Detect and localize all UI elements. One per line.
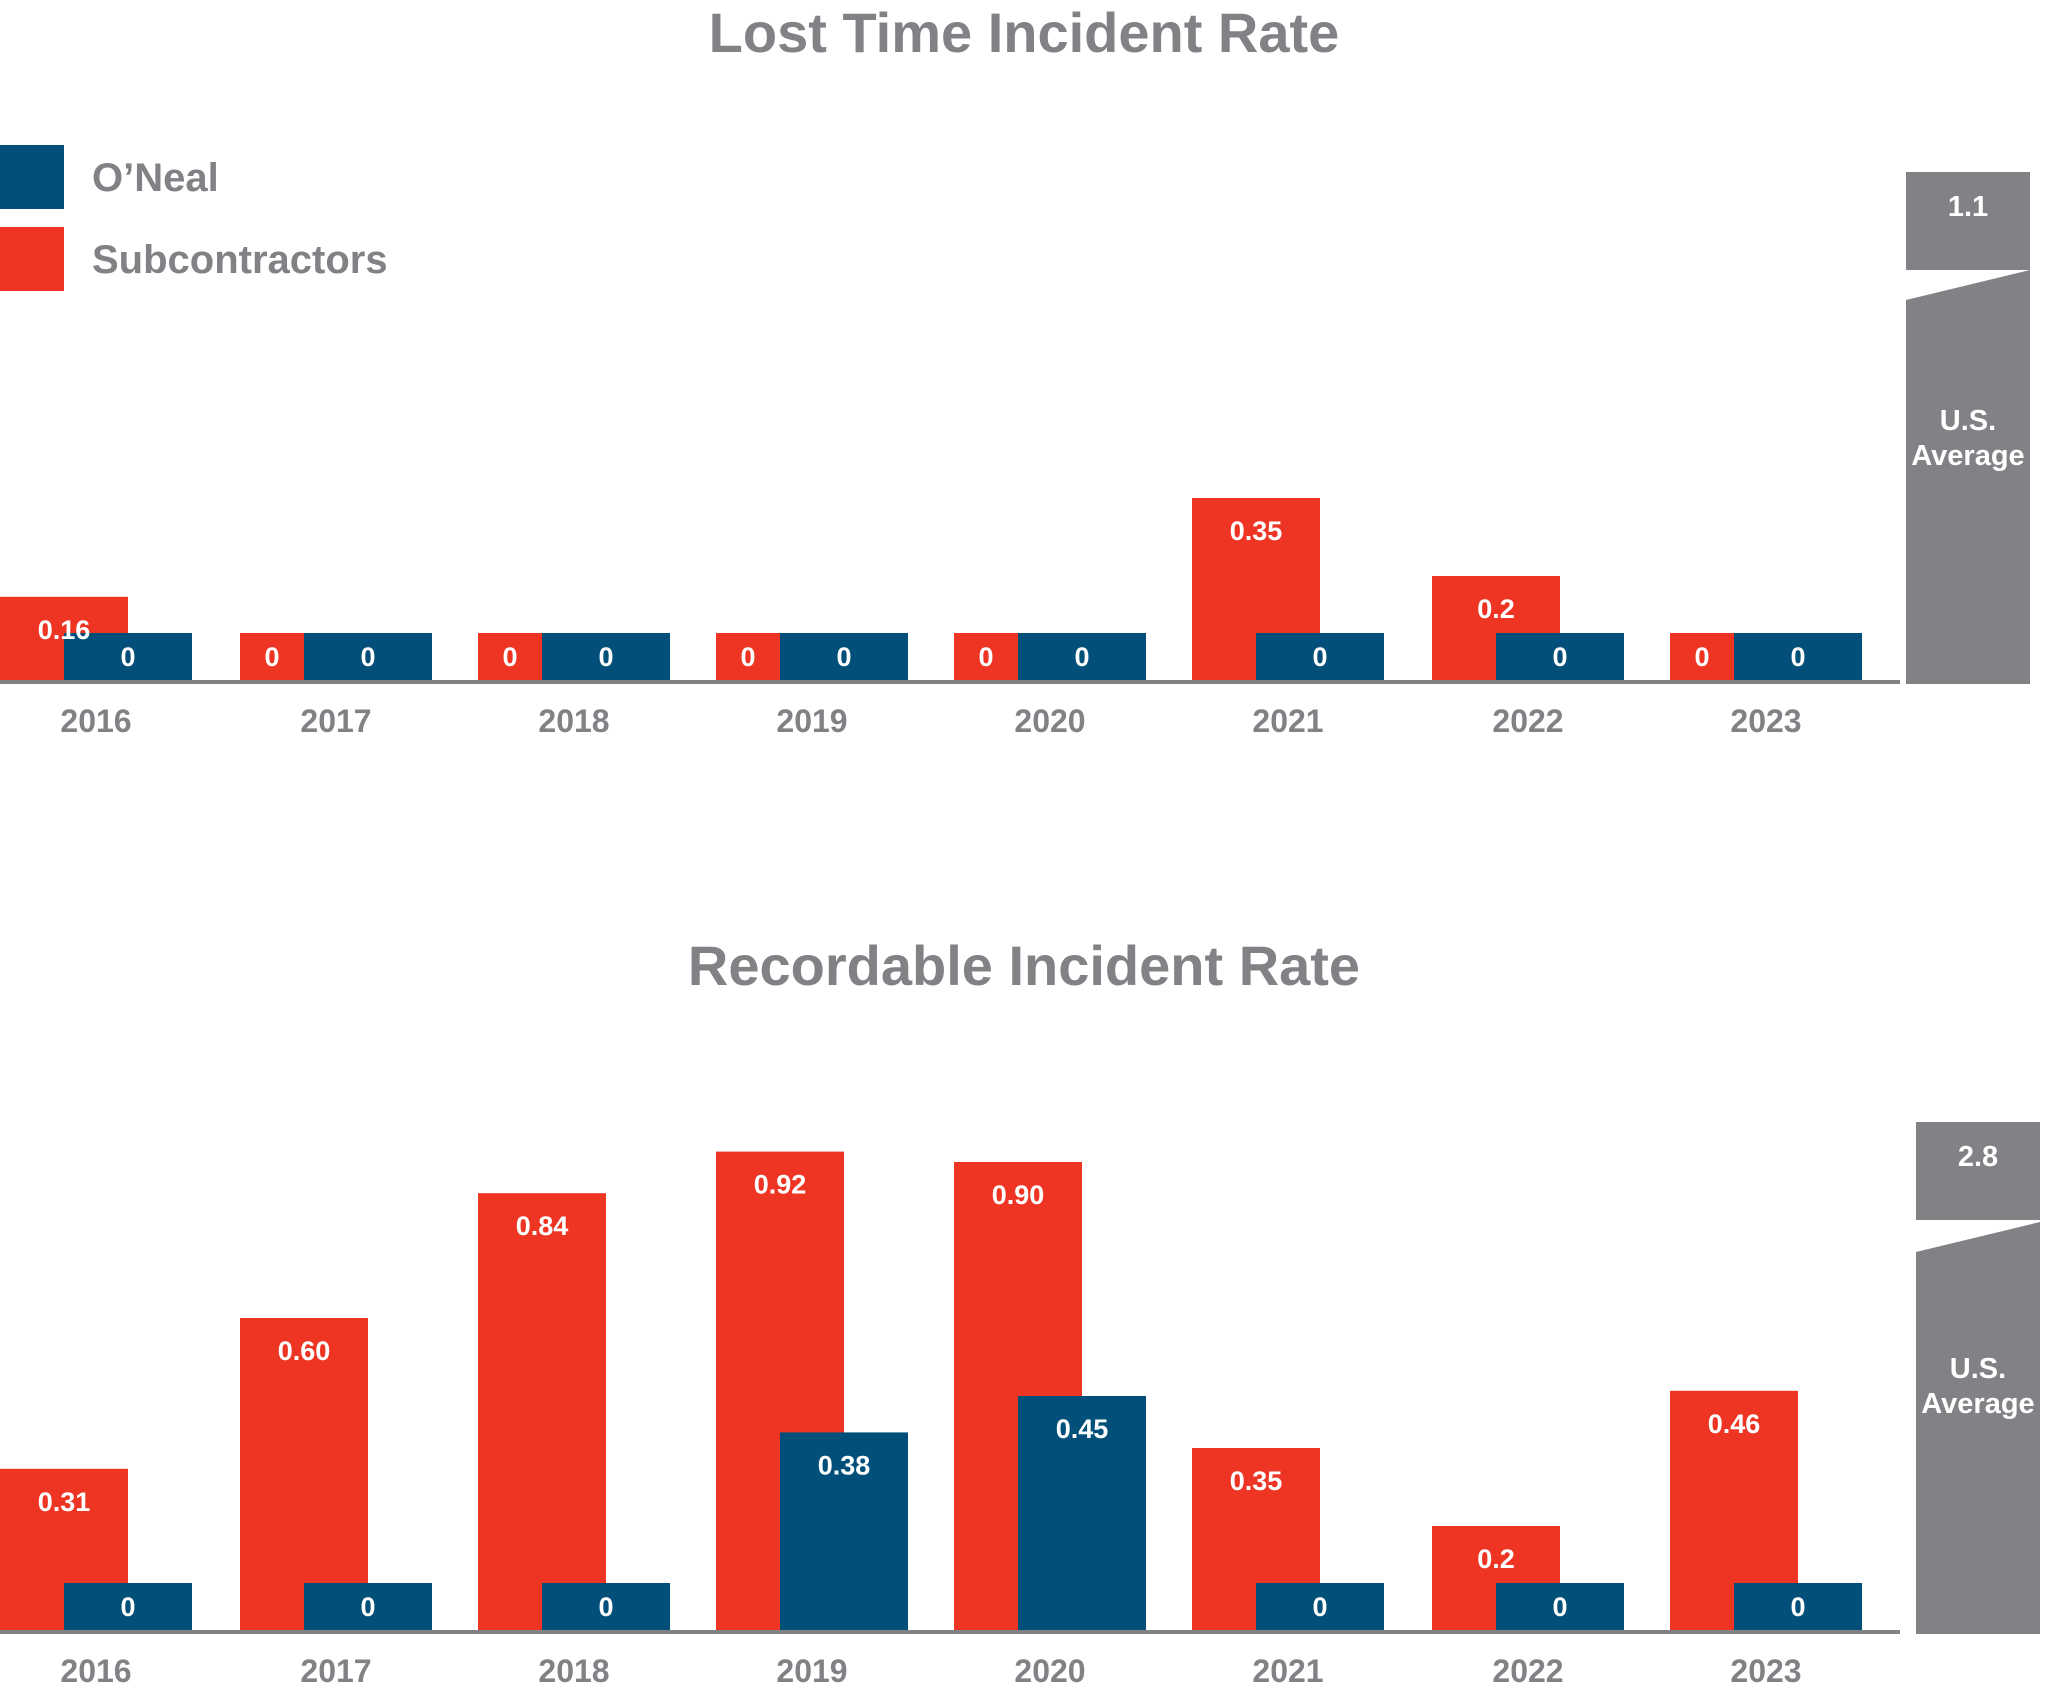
us-average-label: Average	[1921, 1388, 2034, 1420]
bar-oneal-2016	[64, 633, 192, 680]
bar-oneal-2016	[64, 1583, 192, 1630]
label-oneal-2018: 0	[598, 1592, 613, 1622]
year-label-2019: 2019	[776, 1653, 847, 1688]
legend-label: Subcontractors	[92, 238, 388, 282]
year-label-2018: 2018	[538, 703, 609, 739]
label-subcontractors-2017: 0.60	[278, 1336, 331, 1366]
us-average-bar-bottom	[1916, 1252, 2040, 1634]
bar-subcontractors-2018	[478, 1193, 606, 1630]
us-average-break-top	[1916, 1190, 2040, 1220]
label-subcontractors-2019: 0.92	[754, 1170, 807, 1200]
label-oneal-2019: 0	[836, 642, 851, 672]
year-label-2020: 2020	[1014, 1653, 1085, 1688]
bar-oneal-2022	[1496, 1583, 1624, 1630]
baseline	[0, 1630, 1900, 1634]
year-label-2023: 2023	[1730, 703, 1801, 739]
bar-oneal-2021	[1256, 633, 1384, 680]
us-average-break-top	[1906, 240, 2030, 270]
label-oneal-2018: 0	[598, 642, 613, 672]
label-subcontractors-2021: 0.35	[1230, 1466, 1283, 1496]
label-oneal-2020: 0	[1074, 642, 1089, 672]
bar-oneal-2019	[780, 633, 908, 680]
us-average-break-bottom	[1916, 1222, 2040, 1252]
label-subcontractors-2016: 0.16	[38, 615, 91, 645]
bar-oneal-2022	[1496, 633, 1624, 680]
label-subcontractors-2021: 0.35	[1230, 516, 1283, 546]
bar-oneal-2019	[780, 1432, 908, 1630]
label-subcontractors-2020: 0.90	[992, 1180, 1045, 1210]
label-oneal-2023: 0	[1790, 1592, 1805, 1622]
bar-oneal-2021	[1256, 1583, 1384, 1630]
us-average-break-bottom	[1906, 270, 2030, 300]
year-label-2016: 2016	[60, 1653, 131, 1688]
year-label-2022: 2022	[1492, 1653, 1563, 1688]
year-label-2019: 2019	[776, 703, 847, 739]
label-subcontractors-2019: 0	[740, 642, 755, 672]
bar-oneal-2020	[1018, 633, 1146, 680]
bar-oneal-2018	[542, 1583, 670, 1630]
chart-title: Recordable Incident Rate	[688, 934, 1360, 997]
year-label-2018: 2018	[538, 1653, 609, 1688]
baseline	[0, 680, 1900, 684]
label-oneal-2017: 0	[360, 1592, 375, 1622]
us-average-bar-bottom	[1906, 300, 2030, 684]
label-subcontractors-2018: 0.84	[516, 1211, 569, 1241]
legend-swatch	[0, 227, 64, 291]
chart-title: Lost Time Incident Rate	[709, 1, 1340, 64]
legend-label: O’Neal	[92, 156, 219, 200]
bar-oneal-2023	[1734, 633, 1862, 680]
label-oneal-2021: 0	[1312, 642, 1327, 672]
label-oneal-2023: 0	[1790, 642, 1805, 672]
us-average-label: U.S.	[1940, 405, 1996, 437]
chart-lost-time: Lost Time Incident Rate 0.16 0 2016 0 0 2017 0 0…	[0, 1, 2030, 739]
label-subcontractors-2022: 0.2	[1477, 1544, 1515, 1574]
label-oneal-2016: 0	[120, 642, 135, 672]
label-subcontractors-2023: 0	[1694, 642, 1709, 672]
bar-oneal-2018	[542, 633, 670, 680]
us-average-value: 1.1	[1948, 191, 1988, 223]
label-oneal-2021: 0	[1312, 1592, 1327, 1622]
us-average-label: Average	[1911, 440, 2024, 472]
year-label-2020: 2020	[1014, 703, 1085, 739]
label-oneal-2019: 0.38	[818, 1450, 871, 1480]
bar-oneal-2017	[304, 1583, 432, 1630]
label-subcontractors-2023: 0.46	[1708, 1409, 1761, 1439]
label-subcontractors-2022: 0.2	[1477, 594, 1515, 624]
bar-oneal-2020	[1018, 1396, 1146, 1630]
bar-oneal-2023	[1734, 1583, 1862, 1630]
label-subcontractors-2020: 0	[978, 642, 993, 672]
label-subcontractors-2017: 0	[264, 642, 279, 672]
legend: O’Neal Subcontractors	[0, 145, 388, 291]
us-average-label: U.S.	[1950, 1353, 2006, 1385]
label-subcontractors-2016: 0.31	[38, 1487, 91, 1517]
chart-recordable: Recordable Incident Rate 0.31 0 2016 0.60 0 20…	[0, 934, 2040, 1688]
legend-swatch	[0, 145, 64, 209]
year-label-2021: 2021	[1252, 703, 1323, 739]
label-oneal-2020: 0.45	[1056, 1414, 1109, 1444]
label-oneal-2022: 0	[1552, 1592, 1567, 1622]
bar-oneal-2017	[304, 633, 432, 680]
year-label-2016: 2016	[60, 703, 131, 739]
year-label-2023: 2023	[1730, 1653, 1801, 1688]
year-label-2017: 2017	[300, 703, 371, 739]
us-average-value: 2.8	[1958, 1141, 1998, 1173]
bar-subcontractors-2017	[240, 1318, 368, 1630]
year-label-2022: 2022	[1492, 703, 1563, 739]
year-label-2017: 2017	[300, 1653, 371, 1688]
label-oneal-2022: 0	[1552, 642, 1567, 672]
year-label-2021: 2021	[1252, 1653, 1323, 1688]
label-oneal-2017: 0	[360, 642, 375, 672]
label-subcontractors-2018: 0	[502, 642, 517, 672]
label-oneal-2016: 0	[120, 1592, 135, 1622]
